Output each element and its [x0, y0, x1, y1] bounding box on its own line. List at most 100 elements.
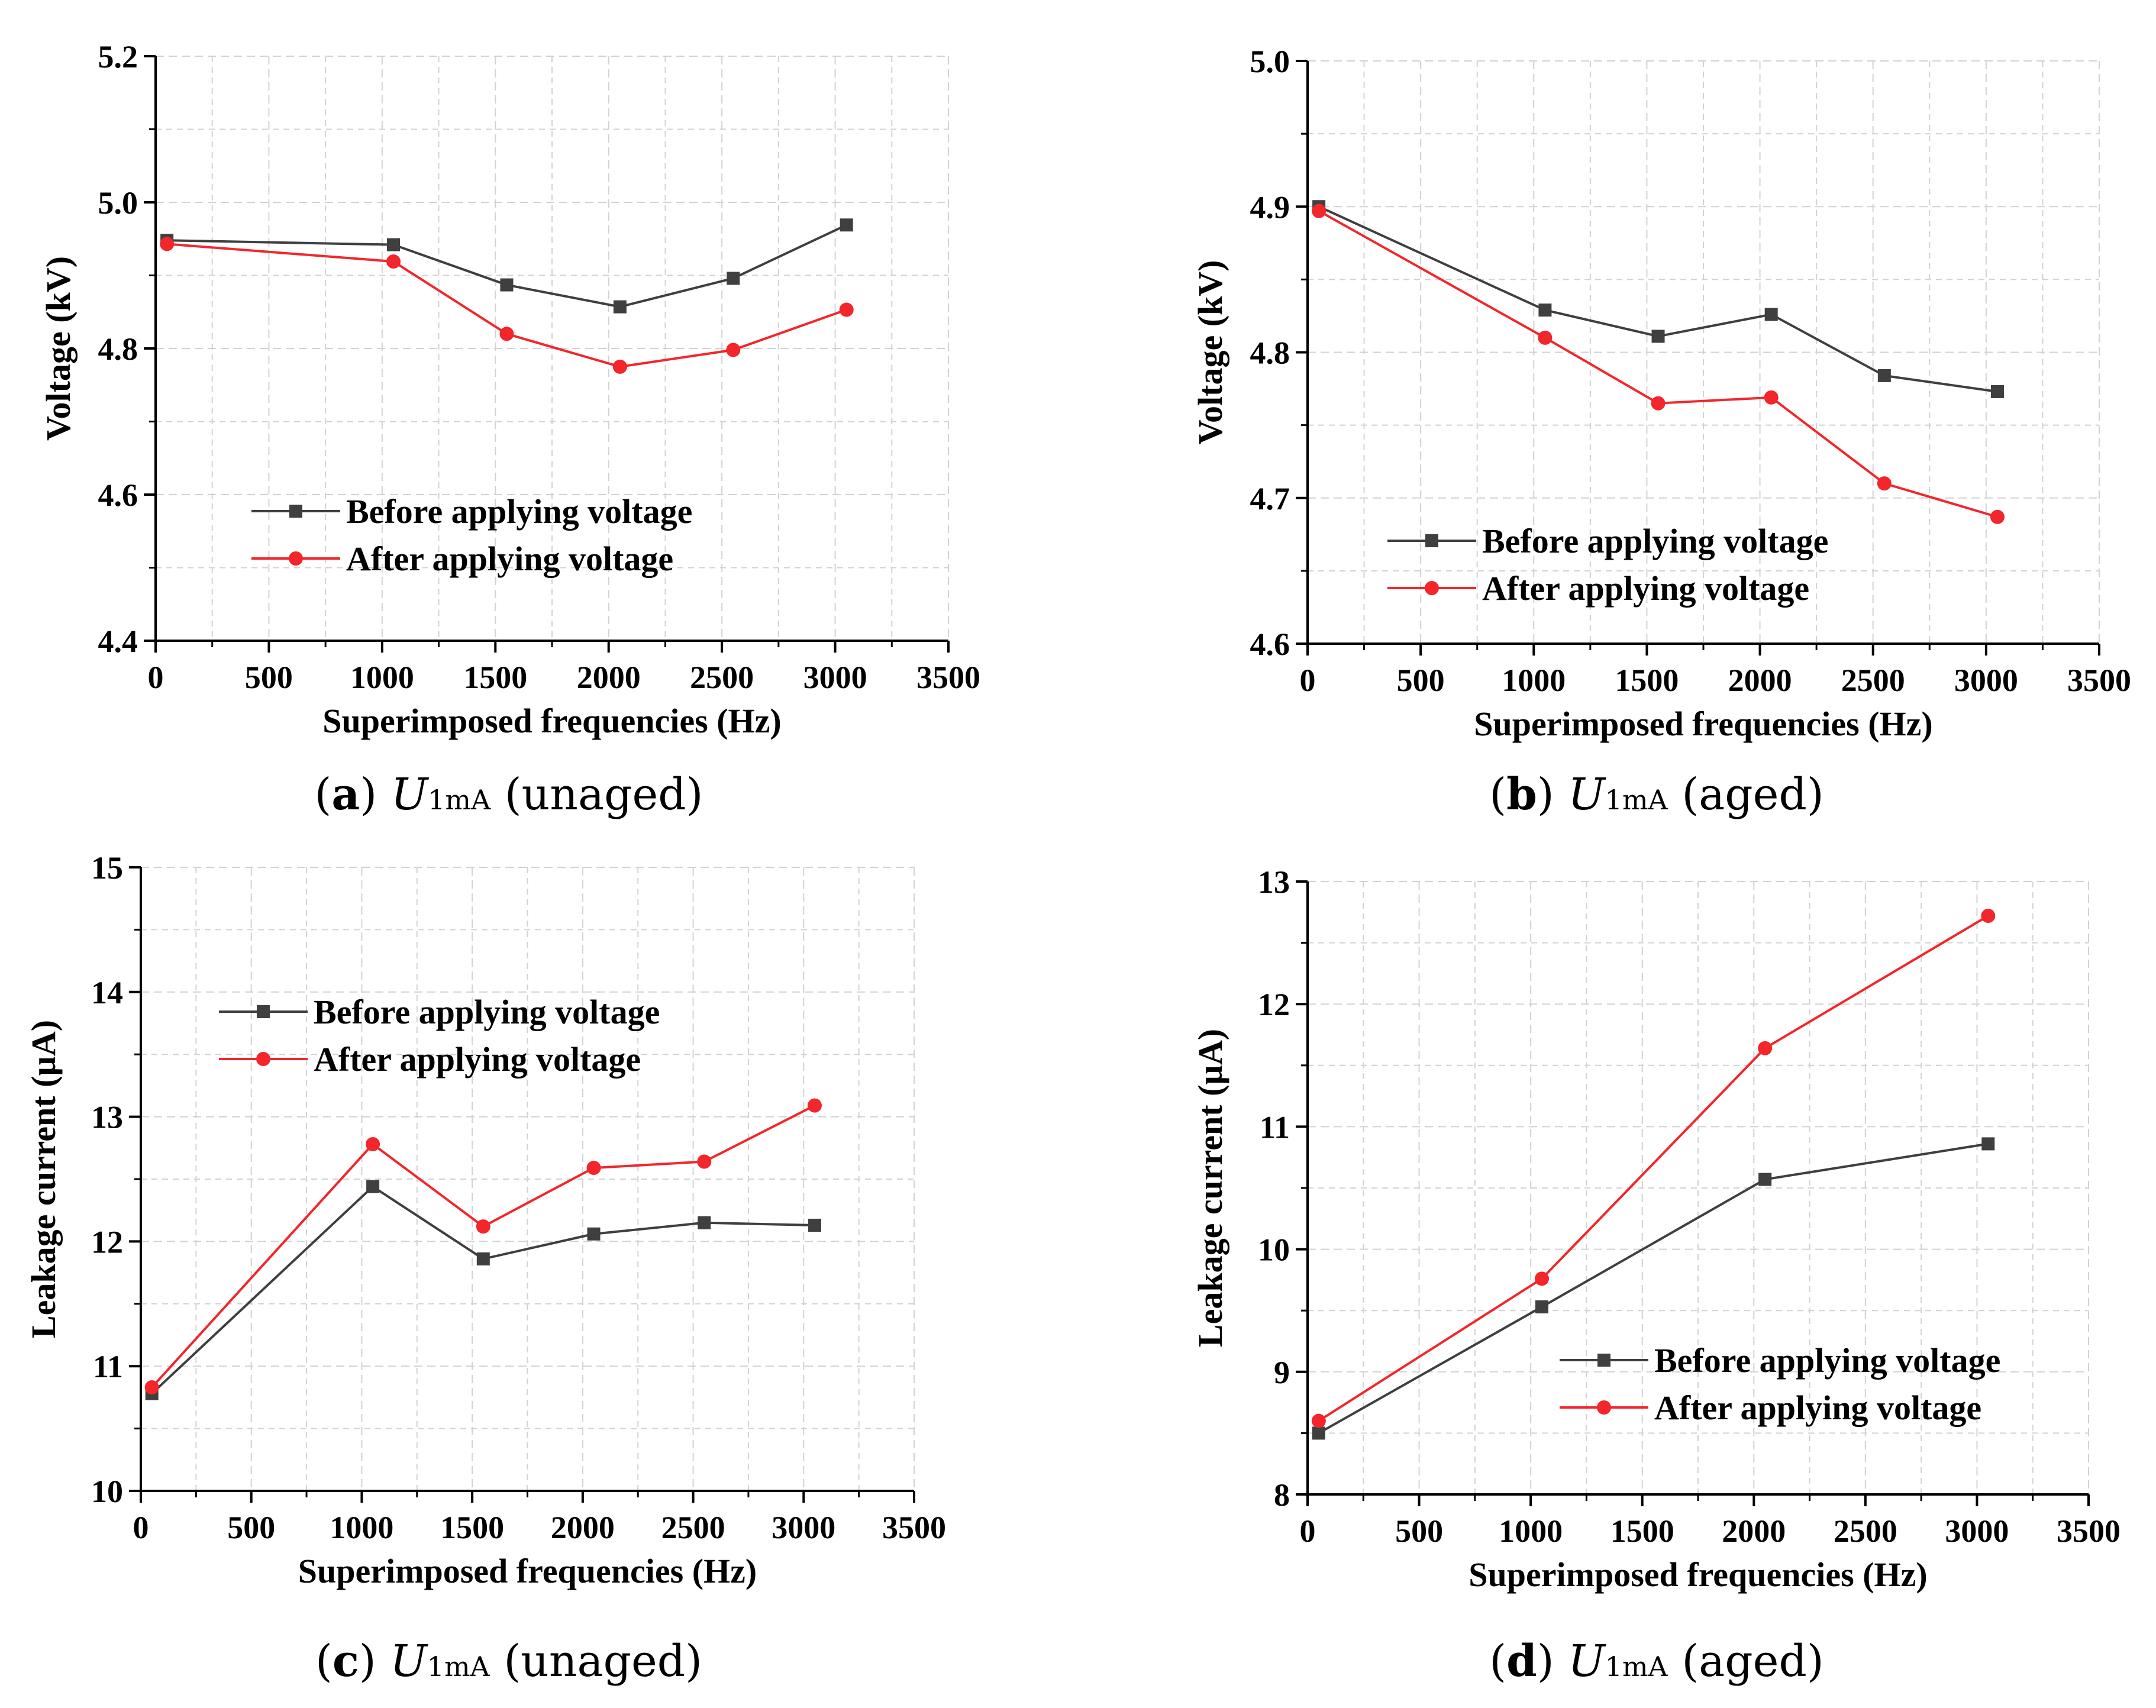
data-point-after — [1312, 204, 1326, 218]
caption-note: (aged) — [1681, 769, 1824, 820]
x-tick-label: 1000 — [1502, 663, 1566, 698]
x-tick-label: 500 — [1395, 1513, 1443, 1549]
caption-label: a — [331, 769, 360, 820]
x-tick-label: 1500 — [440, 1510, 504, 1545]
x-axis-title: Superimposed frequencies (Hz) — [1474, 705, 1932, 743]
data-point-before — [500, 278, 514, 292]
x-tick-label: 3500 — [2067, 663, 2131, 698]
y-tick-label: 5.0 — [98, 185, 138, 221]
caption-note: (unaged) — [504, 1636, 703, 1687]
caption-label: c — [332, 1636, 359, 1687]
data-point-after — [1538, 330, 1553, 345]
y-tick-label: 14 — [91, 975, 123, 1010]
y-tick-label: 4.6 — [1250, 627, 1290, 662]
y-tick-label: 10 — [91, 1474, 123, 1509]
data-point-after — [386, 254, 401, 269]
legend-label-after: After applying voltage — [1482, 569, 1809, 608]
legend-marker-before — [289, 505, 302, 518]
data-point-after — [499, 327, 514, 341]
data-point-after — [839, 302, 854, 317]
x-tick-label: 2500 — [661, 1510, 725, 1545]
caption-label: d — [1506, 1636, 1537, 1687]
caption-c: (c) U1mA (unaged) — [315, 1636, 703, 1687]
data-point-before — [1538, 303, 1552, 317]
caption-b: (b) U1mA (aged) — [1489, 769, 1824, 820]
series-line-after — [151, 1104, 815, 1389]
x-tick-label: 1500 — [1615, 663, 1679, 698]
data-point-after — [1311, 1413, 1326, 1428]
y-tick-label: 13 — [1258, 864, 1290, 900]
y-tick-label: 4.8 — [98, 331, 138, 367]
x-tick-label: 2000 — [1722, 1513, 1786, 1549]
y-tick-label: 8 — [1274, 1477, 1290, 1513]
x-tick-label: 500 — [227, 1510, 275, 1545]
data-point-after — [160, 237, 175, 251]
legend-label-before: Before applying voltage — [346, 492, 692, 531]
x-tick-label: 3500 — [916, 660, 980, 695]
x-tick-label: 0 — [133, 1510, 149, 1545]
y-tick-label: 4.4 — [98, 624, 138, 659]
caption-note: (aged) — [1681, 1636, 1824, 1687]
legend-label-after: After applying voltage — [314, 1040, 641, 1079]
caption-symbol: U — [390, 1636, 427, 1687]
y-tick-label: 12 — [1258, 987, 1290, 1022]
x-tick-label: 3000 — [803, 660, 867, 695]
data-point-before — [366, 1180, 380, 1193]
y-tick-label: 10 — [1258, 1232, 1290, 1268]
chart-panel-d: 0 500 1000 1500 2000 2500 3000 3500 8 9 10 11 12 13 Su… — [1191, 864, 2121, 1594]
y-tick-label: 12 — [91, 1224, 123, 1260]
caption-symbol: U — [390, 769, 428, 820]
data-point-before — [1312, 1426, 1325, 1440]
x-tick-label: 0 — [148, 660, 164, 695]
caption-subscript: 1mA — [1605, 784, 1668, 816]
y-tick-label: 9 — [1274, 1355, 1290, 1390]
legend-marker-before — [257, 1005, 270, 1018]
data-point-before — [387, 238, 400, 251]
chart-panel-c: 0 500 1000 1500 2000 2500 3000 3500 10 11 12 13 14 15… — [24, 850, 946, 1590]
data-point-after — [144, 1380, 159, 1395]
caption-label: b — [1506, 769, 1537, 820]
y-tick-label: 5.2 — [98, 39, 138, 75]
y-tick-label: 4.6 — [98, 477, 138, 513]
x-tick-label: 3000 — [1945, 1513, 2009, 1549]
legend-marker-after — [1597, 1400, 1611, 1415]
data-point-before — [1535, 1300, 1548, 1313]
data-point-before — [1764, 308, 1778, 321]
legend-marker-before — [1425, 534, 1438, 547]
y-tick-label: 5.0 — [1250, 44, 1290, 79]
legend-marker-after — [1425, 581, 1439, 595]
data-point-before — [1651, 330, 1665, 343]
x-tick-label: 2000 — [551, 1510, 615, 1545]
x-tick-label: 500 — [245, 660, 293, 695]
caption-subscript: 1mA — [1605, 1651, 1668, 1683]
x-tick-label: 2000 — [1728, 663, 1792, 698]
data-point-after — [586, 1161, 601, 1176]
y-tick-label: 4.8 — [1250, 335, 1290, 371]
data-point-before — [808, 1218, 821, 1232]
x-axis-title: Superimposed frequencies (Hz) — [1468, 1555, 1927, 1594]
x-tick-label: 1000 — [330, 1510, 393, 1545]
data-point-before — [698, 1216, 711, 1229]
y-tick-label: 11 — [93, 1349, 123, 1384]
legend-marker-after — [256, 1052, 270, 1066]
data-point-before — [1990, 385, 2004, 398]
x-tick-label: 2500 — [1834, 1513, 1897, 1549]
data-point-before — [587, 1227, 601, 1241]
data-point-after — [697, 1154, 712, 1169]
caption-d: (d) U1mA (aged) — [1489, 1636, 1824, 1687]
x-tick-label: 1000 — [350, 660, 414, 695]
x-tick-label: 500 — [1397, 663, 1445, 698]
series-line-after — [1318, 209, 1998, 518]
caption-symbol: U — [1568, 1636, 1605, 1687]
series-line-after — [1318, 915, 1989, 1422]
data-point-after — [1758, 1041, 1773, 1055]
y-tick-label: 4.7 — [1250, 481, 1290, 516]
x-tick-label: 1500 — [1610, 1513, 1674, 1549]
x-tick-label: 0 — [1300, 1513, 1316, 1549]
legend-label-before: Before applying voltage — [1482, 522, 1828, 560]
x-tick-label: 2000 — [577, 660, 641, 695]
data-point-after — [476, 1219, 490, 1234]
data-point-before — [840, 218, 853, 232]
